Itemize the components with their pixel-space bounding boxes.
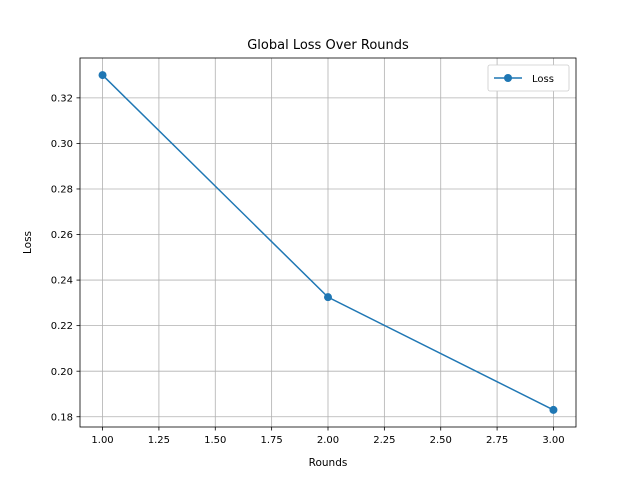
x-tick-label: 2.75 <box>486 435 508 446</box>
y-tick-label: 0.30 <box>51 139 73 150</box>
x-tick-label: 3.00 <box>542 435 564 446</box>
data-point <box>324 293 332 302</box>
x-tick-label: 1.50 <box>204 435 226 446</box>
x-tick-label: 2.00 <box>317 435 339 446</box>
y-tick-label: 0.24 <box>51 276 73 287</box>
x-tick-label: 1.25 <box>148 435 170 446</box>
y-tick-label: 0.26 <box>51 230 73 241</box>
y-tick-label: 0.18 <box>51 412 73 423</box>
legend-marker-swatch <box>504 74 512 82</box>
x-tick-label: 1.00 <box>91 435 113 446</box>
legend: Loss <box>487 64 570 92</box>
grid <box>80 58 576 427</box>
y-tick-label: 0.28 <box>51 185 73 196</box>
data-point <box>98 71 107 80</box>
y-axis-label: Loss <box>22 231 34 254</box>
series-group <box>98 71 558 414</box>
axis-ticks: 1.00 1.25 1.50 1.75 2.00 2.25 2.50 2.75 3.00 0.18… <box>51 93 565 446</box>
y-tick-label: 0.32 <box>51 93 73 104</box>
y-tick-label: 0.22 <box>51 321 73 332</box>
x-tick-label: 2.25 <box>373 435 395 446</box>
legend-box <box>487 64 570 92</box>
chart-title: Global Loss Over Rounds <box>247 38 409 53</box>
legend-label-loss: Loss <box>532 74 554 85</box>
x-axis-label: Rounds <box>309 457 348 469</box>
data-point <box>549 405 558 414</box>
x-tick-label: 1.75 <box>261 435 283 446</box>
x-tick-label: 2.50 <box>430 435 452 446</box>
y-tick-label: 0.20 <box>51 367 73 378</box>
